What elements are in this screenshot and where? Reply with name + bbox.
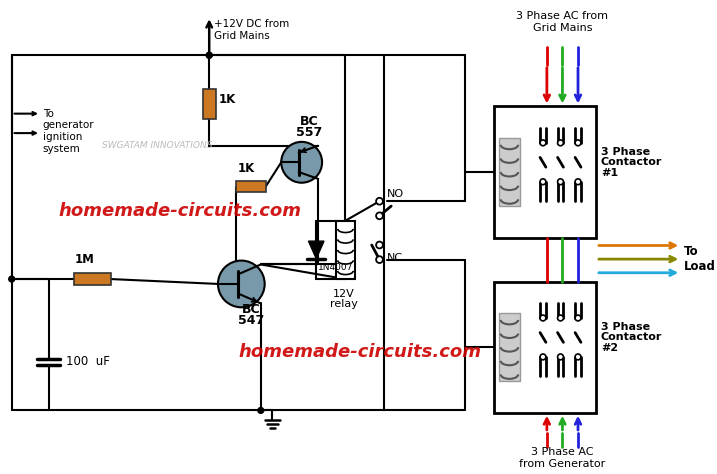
Text: To
generator
ignition
system: To generator ignition system <box>43 109 95 154</box>
Text: #2: #2 <box>601 343 618 353</box>
Text: Contactor: Contactor <box>601 332 663 342</box>
Circle shape <box>558 140 564 146</box>
Polygon shape <box>308 241 324 259</box>
Text: 3 Phase AC
from Generator: 3 Phase AC from Generator <box>519 447 606 469</box>
Text: +12V DC from
Grid Mains: +12V DC from Grid Mains <box>214 19 290 41</box>
Circle shape <box>206 52 212 58</box>
Bar <box>494 282 596 413</box>
Text: Contactor: Contactor <box>601 157 663 167</box>
Text: BC: BC <box>242 303 260 316</box>
Circle shape <box>258 408 264 413</box>
Text: 1K: 1K <box>237 162 255 175</box>
Circle shape <box>575 315 581 321</box>
Text: homemade-circuits.com: homemade-circuits.com <box>239 343 482 361</box>
Circle shape <box>540 354 546 360</box>
Text: BC: BC <box>300 115 319 128</box>
Text: 1K: 1K <box>219 92 236 106</box>
Text: 547: 547 <box>238 314 264 327</box>
Circle shape <box>281 142 322 183</box>
Circle shape <box>376 212 383 219</box>
Bar <box>74 273 111 285</box>
Bar <box>499 138 520 206</box>
Bar <box>494 106 596 238</box>
Text: NO: NO <box>387 190 404 200</box>
Circle shape <box>575 354 581 360</box>
Bar <box>203 89 216 118</box>
Text: SWGATAM INNOVATIONS: SWGATAM INNOVATIONS <box>103 141 213 150</box>
Circle shape <box>558 354 564 360</box>
Circle shape <box>206 52 212 58</box>
Text: NC: NC <box>387 253 404 263</box>
Text: 12V: 12V <box>333 289 354 299</box>
Circle shape <box>540 179 546 185</box>
Text: 557: 557 <box>296 126 323 139</box>
Text: 3 Phase AC from
Grid Mains: 3 Phase AC from Grid Mains <box>516 11 609 33</box>
Text: 3 Phase: 3 Phase <box>601 146 650 156</box>
Text: 1N4007: 1N4007 <box>318 264 353 273</box>
Circle shape <box>376 256 383 263</box>
Bar <box>237 181 266 192</box>
Text: homemade-circuits.com: homemade-circuits.com <box>59 202 302 220</box>
Text: 1M: 1M <box>75 254 95 266</box>
Circle shape <box>9 276 14 282</box>
Circle shape <box>558 315 564 321</box>
Text: 3 Phase: 3 Phase <box>601 322 650 332</box>
Circle shape <box>575 179 581 185</box>
Circle shape <box>376 242 383 248</box>
Circle shape <box>575 140 581 146</box>
Circle shape <box>540 140 546 146</box>
Bar <box>336 221 355 279</box>
Text: relay: relay <box>330 299 358 309</box>
Circle shape <box>218 261 265 307</box>
Circle shape <box>376 198 383 205</box>
Circle shape <box>558 179 564 185</box>
Bar <box>499 313 520 381</box>
Text: 100  uF: 100 uF <box>66 356 110 368</box>
Text: To
Load: To Load <box>684 245 716 273</box>
Text: #1: #1 <box>601 168 618 178</box>
Circle shape <box>540 315 546 321</box>
